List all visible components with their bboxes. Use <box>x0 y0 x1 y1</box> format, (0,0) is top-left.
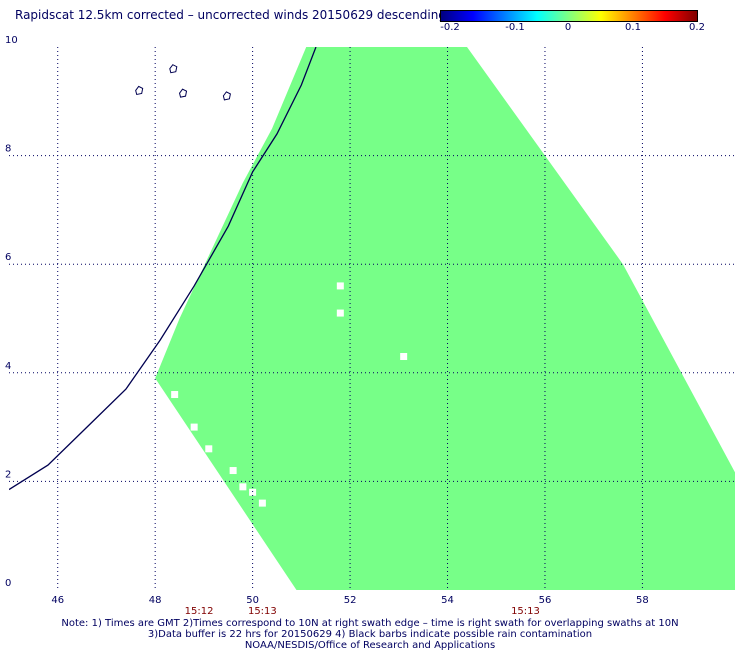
colorbar-label: -0.2 <box>440 22 460 33</box>
time-label: 15:12 <box>185 606 214 617</box>
island-outline <box>169 64 178 74</box>
colorbar <box>440 10 698 22</box>
footnote-line-2: 3)Data buffer is 22 hrs for 20150629 4) … <box>147 629 593 640</box>
time-label: 15:13 <box>511 606 540 617</box>
coastline <box>9 47 317 491</box>
missing-data-cell <box>249 488 257 496</box>
x-tick-label: 58 <box>636 595 649 606</box>
footnote-line-1: Note: 1) Times are GMT 2)Times correspon… <box>61 618 679 629</box>
chart-title: Rapidscat 12.5km corrected – uncorrected… <box>15 8 446 22</box>
missing-data-cell <box>336 282 344 290</box>
y-tick-label: 6 <box>5 252 11 263</box>
y-tick-label: 4 <box>5 361 11 372</box>
missing-data-cell <box>190 423 198 431</box>
colorbar-label: 0 <box>564 22 572 33</box>
missing-data-cell <box>336 309 344 317</box>
y-tick-label: 8 <box>5 144 11 155</box>
x-tick-label: 52 <box>344 595 357 606</box>
footnote-line-3: NOAA/NESDIS/Office of Research and Appli… <box>244 640 496 651</box>
x-tick-label: 48 <box>149 595 162 606</box>
colorbar-label: -0.1 <box>505 22 525 33</box>
colorbar-label: 0.1 <box>625 22 641 33</box>
y-tick-label: 0 <box>5 578 11 589</box>
missing-data-cell <box>400 353 408 361</box>
y-tick-label: 10 <box>5 35 18 46</box>
x-tick-label: 50 <box>246 595 259 606</box>
wind-swath <box>155 47 735 590</box>
missing-data-cell <box>171 391 179 399</box>
missing-data-cell <box>229 467 237 475</box>
colorbar-label: 0.2 <box>689 22 705 33</box>
island-outline <box>135 85 144 96</box>
missing-data-cell <box>205 445 213 453</box>
x-tick-label: 56 <box>539 595 552 606</box>
x-tick-label: 54 <box>441 595 454 606</box>
time-label: 15:13 <box>248 606 277 617</box>
x-tick-label: 46 <box>51 595 64 606</box>
island-outline <box>222 91 231 101</box>
missing-data-cell <box>239 483 247 491</box>
island-outline <box>178 88 188 98</box>
missing-data-cell <box>258 499 266 507</box>
y-tick-label: 2 <box>5 469 11 480</box>
